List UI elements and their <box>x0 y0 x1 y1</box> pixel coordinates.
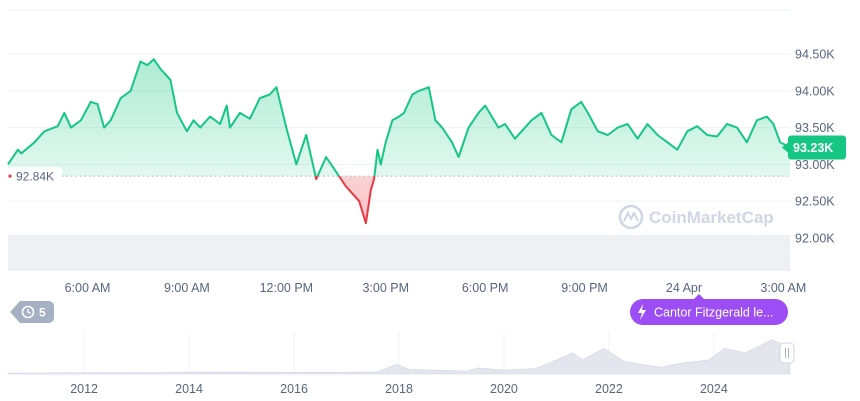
y-tick-label: 92.00K <box>795 231 835 245</box>
navigator-handle[interactable] <box>779 342 795 364</box>
history-events-button[interactable]: 5 <box>10 301 54 323</box>
price-line-above-reference <box>7 58 790 177</box>
navigator-year-label: 2018 <box>385 382 413 396</box>
x-axis: 6:00 AM 9:00 AM 12:00 PM 3:00 PM 6:00 PM 9:00… <box>65 281 807 295</box>
x-tick-label: 9:00 PM <box>561 281 608 295</box>
navigator-year-label: 2014 <box>175 382 203 396</box>
range-navigator[interactable] <box>7 330 795 375</box>
current-price-badge: 93.23K <box>782 135 846 160</box>
coinmarketcap-logo-icon <box>618 204 644 230</box>
y-tick-label: 93.00K <box>795 158 835 172</box>
y-tick-label: 93.50K <box>795 121 835 135</box>
navigator-year-label: 2016 <box>280 382 308 396</box>
reference-marker: 92.84K <box>8 167 62 186</box>
watermark: CoinMarketCap <box>618 204 774 230</box>
current-price-label: 93.23K <box>793 141 833 155</box>
x-tick-label: 6:00 PM <box>462 281 509 295</box>
navigator-year-label: 2024 <box>700 382 728 396</box>
x-tick-label: 3:00 PM <box>362 281 409 295</box>
lightning-icon <box>638 304 646 320</box>
x-tick-label: 3:00 AM <box>760 281 806 295</box>
price-area-above-reference <box>8 59 790 177</box>
x-tick-label: 6:00 AM <box>65 281 111 295</box>
navigator-x-axis: 2012 2014 2016 2018 2020 2022 2024 <box>70 382 728 396</box>
navigator-year-label: 2012 <box>70 382 98 396</box>
y-tick-label: 92.50K <box>795 195 835 209</box>
y-tick-label: 94.50K <box>795 48 835 62</box>
navigator-year-label: 2020 <box>490 382 518 396</box>
x-tick-label: 24 Apr <box>666 281 702 295</box>
news-headline: Cantor Fitzgerald le... <box>654 306 774 320</box>
y-axis: 94.50K 94.00K 93.50K 93.00K 92.50K 92.00K <box>795 48 835 246</box>
news-event-pill[interactable]: Cantor Fitzgerald le... <box>630 294 788 325</box>
navigator-year-label: 2022 <box>595 382 623 396</box>
navigator-history-area <box>7 339 791 375</box>
y-tick-label: 94.00K <box>795 84 835 98</box>
history-icon <box>21 305 35 319</box>
volume-band <box>8 235 790 271</box>
x-tick-label: 12:00 PM <box>260 281 314 295</box>
watermark-text: CoinMarketCap <box>649 208 774 227</box>
history-count: 5 <box>39 306 46 320</box>
reference-label: 92.84K <box>16 170 54 184</box>
x-tick-label: 9:00 AM <box>164 281 210 295</box>
